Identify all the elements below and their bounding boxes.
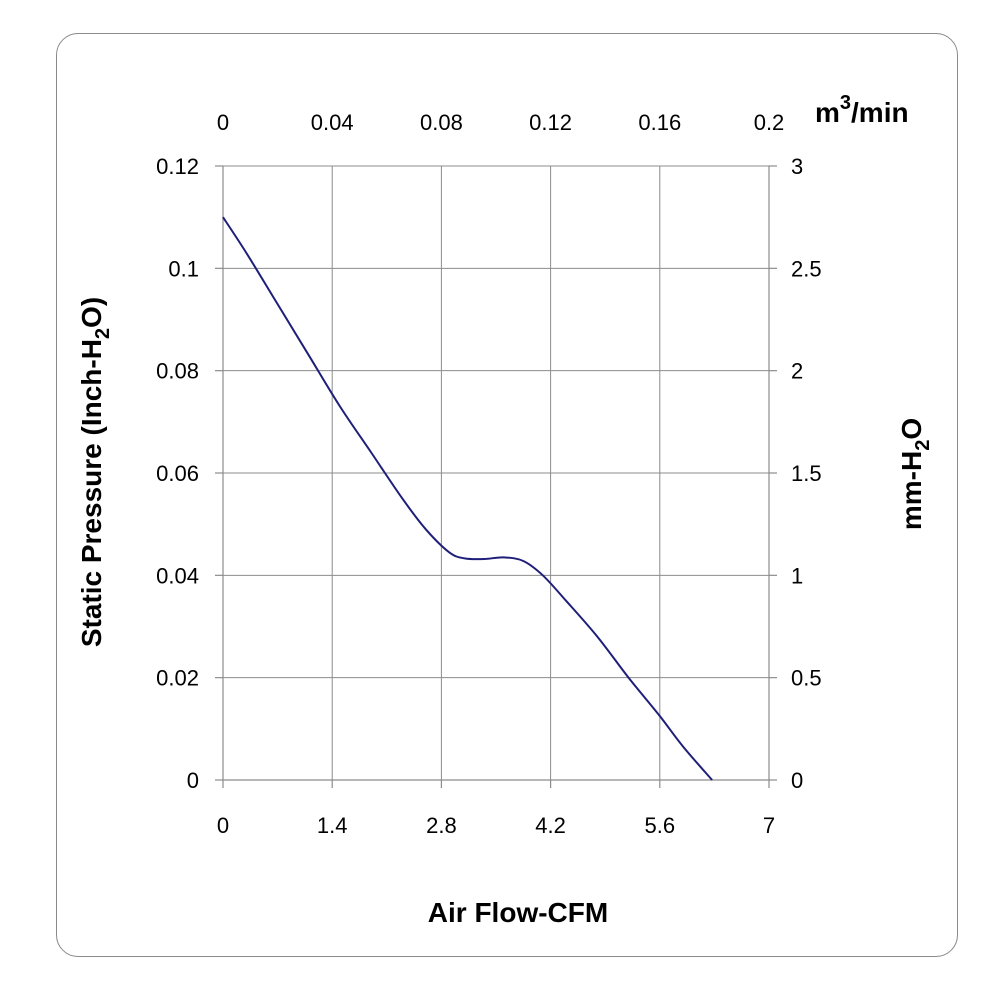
x-top-tick-label: 0.16: [638, 110, 681, 135]
x-bottom-tick-label: 0: [217, 813, 229, 838]
x-bottom-tick-label: 5.6: [645, 813, 676, 838]
grid: [223, 165, 769, 780]
y-right-tick-label: 2: [791, 359, 803, 384]
y-left-tick-label: 0: [187, 768, 199, 793]
y-axis-right-label: mm-H2O: [896, 418, 934, 530]
y-right-tick-label: 0.5: [791, 666, 822, 691]
y-axis-left-label: Static Pressure (Inch-H2O): [76, 297, 114, 647]
tick-labels: 0 1.4 2.8 4.2 5.6 70 0.04 0.08 0.12 0.16 0.200.020…: [156, 110, 821, 838]
y-left-tick-label: 0.12: [156, 154, 199, 179]
y-left-tick-label: 0.08: [156, 359, 199, 384]
x-bottom-tick-label: 4.2: [535, 813, 566, 838]
y-right-tick-label: 3: [791, 154, 803, 179]
x-top-tick-label: 0.12: [529, 110, 572, 135]
pq-curve: [222, 216, 713, 781]
y-left-tick-label: 0.04: [156, 563, 199, 588]
x-bottom-tick-label: 7: [763, 813, 775, 838]
y-right-tick-label: 1.5: [791, 461, 822, 486]
x-bottom-tick-label: 1.4: [317, 813, 348, 838]
x-top-tick-label: 0.04: [311, 110, 354, 135]
y-right-tick-label: 1: [791, 563, 803, 588]
y-right-tick-label: 2.5: [791, 256, 822, 281]
x-axis-label: Air Flow-CFM: [428, 897, 608, 928]
chart-frame: [56, 33, 958, 957]
x-top-tick-label: 0.2: [754, 110, 785, 135]
top-axis-unit: m3/min: [815, 92, 909, 128]
y-left-tick-label: 0.06: [156, 461, 199, 486]
series-layer: [222, 216, 713, 781]
x-top-tick-label: 0: [217, 110, 229, 135]
x-bottom-tick-label: 2.8: [426, 813, 457, 838]
y-right-tick-label: 0: [791, 768, 803, 793]
axes: [215, 165, 777, 788]
y-left-tick-label: 0.02: [156, 666, 199, 691]
x-top-tick-label: 0.08: [420, 110, 463, 135]
y-left-tick-label: 0.1: [168, 256, 199, 281]
